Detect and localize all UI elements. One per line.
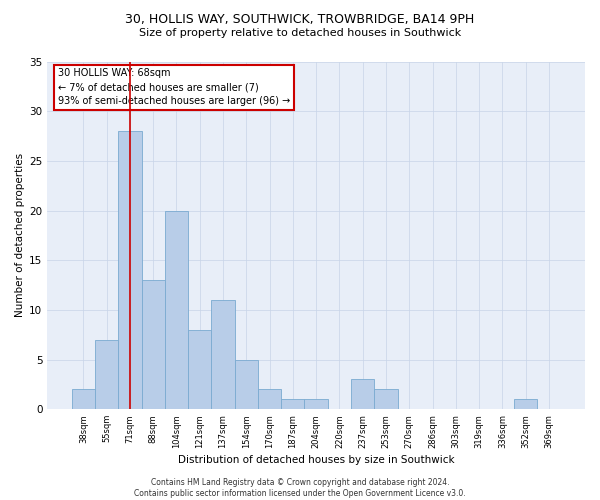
Text: 30 HOLLIS WAY: 68sqm
← 7% of detached houses are smaller (7)
93% of semi-detache: 30 HOLLIS WAY: 68sqm ← 7% of detached ho… [58,68,290,106]
Bar [165,210,188,409]
Bar [72,390,95,409]
Bar [374,390,398,409]
Bar [211,300,235,409]
Text: Contains HM Land Registry data © Crown copyright and database right 2024.
Contai: Contains HM Land Registry data © Crown c… [134,478,466,498]
Bar [188,330,211,409]
Y-axis label: Number of detached properties: Number of detached properties [15,154,25,318]
X-axis label: Distribution of detached houses by size in Southwick: Distribution of detached houses by size … [178,455,454,465]
Bar [514,400,537,409]
Text: 30, HOLLIS WAY, SOUTHWICK, TROWBRIDGE, BA14 9PH: 30, HOLLIS WAY, SOUTHWICK, TROWBRIDGE, B… [125,12,475,26]
Bar [258,390,281,409]
Bar [118,131,142,409]
Bar [351,380,374,409]
Bar [95,340,118,409]
Text: Size of property relative to detached houses in Southwick: Size of property relative to detached ho… [139,28,461,38]
Bar [304,400,328,409]
Bar [142,280,165,409]
Bar [281,400,304,409]
Bar [235,360,258,409]
